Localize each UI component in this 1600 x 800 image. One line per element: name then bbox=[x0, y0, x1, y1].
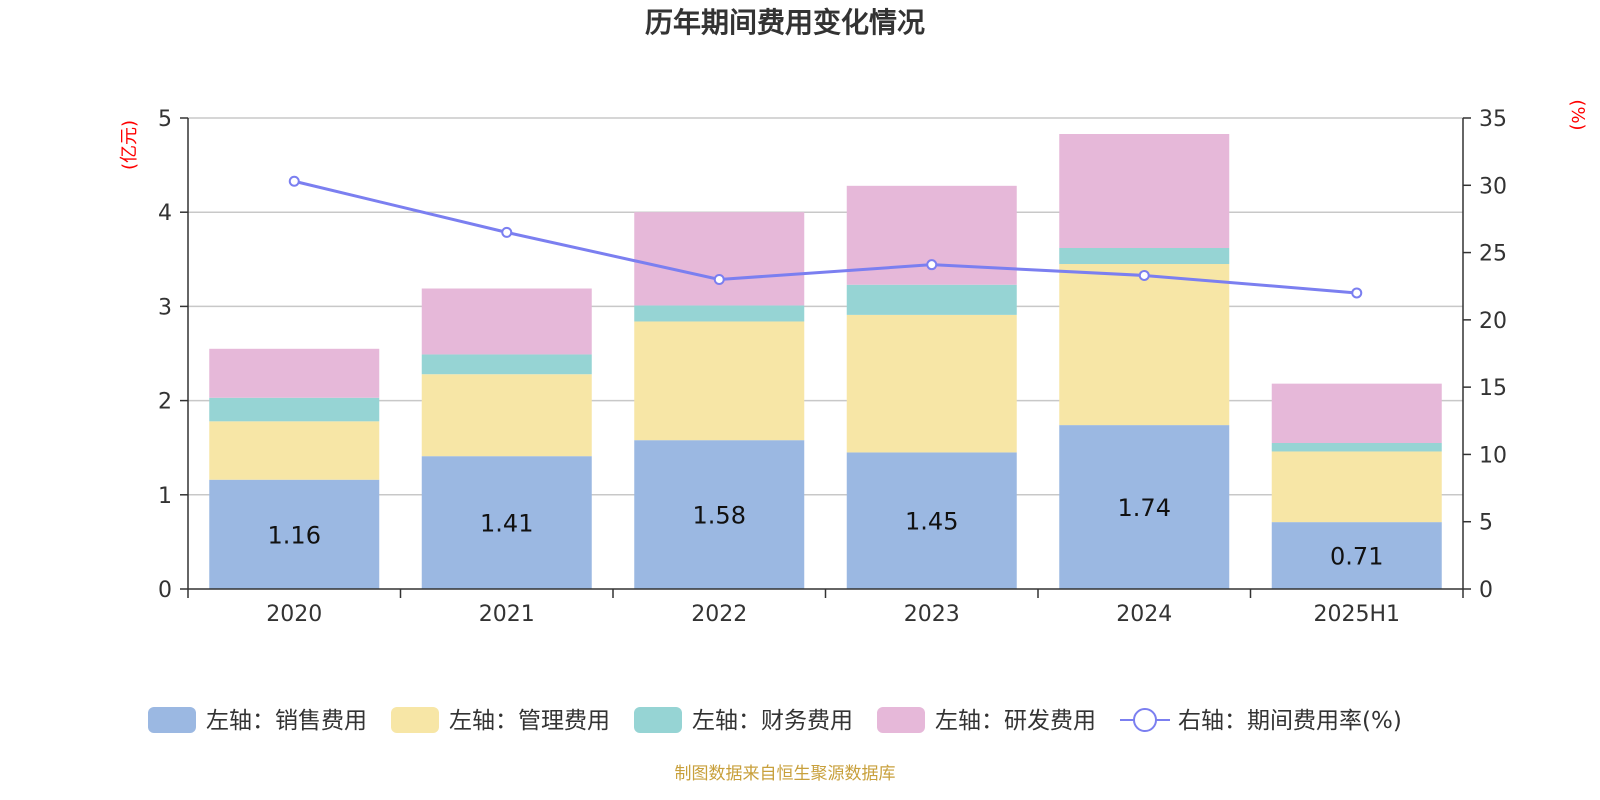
bar-sales bbox=[209, 479, 380, 589]
chart-title: 历年期间费用变化情况 bbox=[645, 6, 925, 39]
bar-sales bbox=[846, 452, 1017, 589]
bar-value-label: 1.74 bbox=[1118, 494, 1171, 522]
legend-label: 左轴：销售费用 bbox=[206, 708, 367, 734]
right-axis-unit: (%) bbox=[1567, 99, 1588, 130]
source-note: 制图数据来自恒生聚源数据库 bbox=[675, 764, 896, 784]
x-tick-label: 2023 bbox=[904, 602, 960, 627]
bar-stacks bbox=[209, 134, 1442, 589]
left-tick-label: 4 bbox=[158, 201, 172, 226]
bar-sales bbox=[634, 440, 805, 589]
legend-label: 左轴：管理费用 bbox=[449, 708, 610, 734]
rate-point bbox=[288, 175, 300, 187]
bar-finance bbox=[846, 284, 1017, 315]
bar-admin bbox=[209, 421, 380, 480]
left-axis-unit: (亿元) bbox=[119, 120, 140, 170]
legend: 左轴：销售费用 左轴：管理费用 左轴：财务费用 左轴：研发费用 右轴：期间费用率(%) bbox=[148, 707, 1402, 734]
legend-label: 左轴：财务费用 bbox=[692, 708, 853, 734]
bar-sales bbox=[421, 456, 592, 589]
bar-admin bbox=[1059, 264, 1230, 426]
bar-value-label: 0.71 bbox=[1330, 543, 1383, 571]
left-tick-label: 1 bbox=[158, 484, 172, 509]
legend-label: 右轴：期间费用率(%) bbox=[1178, 708, 1402, 734]
bar-rd bbox=[1059, 134, 1230, 248]
bar-rd bbox=[209, 348, 380, 398]
right-tick-label: 15 bbox=[1479, 376, 1507, 401]
rate-point bbox=[926, 259, 938, 271]
bar-finance bbox=[1059, 247, 1230, 265]
rate-line-path bbox=[293, 179, 1357, 295]
x-tick-label: 2020 bbox=[266, 602, 322, 627]
bar-admin bbox=[1271, 451, 1442, 523]
right-tick-label: 5 bbox=[1479, 511, 1493, 536]
rate-point bbox=[1138, 269, 1150, 281]
right-tick-label: 25 bbox=[1479, 242, 1507, 267]
right-tick-label: 35 bbox=[1479, 107, 1507, 132]
left-tick-label: 5 bbox=[158, 107, 172, 132]
right-tick-label: 20 bbox=[1479, 309, 1507, 334]
legend-label: 左轴：研发费用 bbox=[935, 708, 1096, 734]
left-tick-label: 3 bbox=[158, 295, 172, 320]
bar-value-label: 1.16 bbox=[268, 521, 321, 549]
bar-value-label: 1.45 bbox=[905, 508, 958, 536]
right-tick-label: 0 bbox=[1479, 578, 1493, 603]
right-tick-label: 30 bbox=[1479, 174, 1507, 199]
x-tick-label: 2024 bbox=[1116, 602, 1172, 627]
bar-finance bbox=[209, 397, 380, 422]
bar-rd bbox=[421, 288, 592, 355]
right-tick-label: 10 bbox=[1479, 443, 1507, 468]
left-tick-label: 2 bbox=[158, 390, 172, 415]
bar-value-label: 1.41 bbox=[480, 510, 533, 538]
x-tick-label: 2025H1 bbox=[1313, 602, 1400, 627]
x-tick-label: 2022 bbox=[691, 602, 747, 627]
bar-admin bbox=[634, 321, 805, 441]
rate-point bbox=[1351, 287, 1363, 299]
bar-value-labels: 1.16 1.41 1.58 1.45 1.74 0.71 bbox=[268, 494, 1384, 571]
axes: 0 1 2 3 4 5 0 5 10 15 20 25 30 35 2020 2021 2022 2023 2024… bbox=[158, 107, 1507, 627]
rate-line bbox=[288, 175, 1363, 299]
bar-rd bbox=[634, 212, 805, 306]
bar-sales bbox=[1271, 522, 1442, 589]
bar-admin bbox=[421, 374, 592, 457]
legend-swatch-rate-marker bbox=[1133, 708, 1157, 732]
bar-rd bbox=[1271, 383, 1442, 443]
legend-swatch-sales bbox=[148, 707, 196, 733]
legend-swatch-finance bbox=[634, 707, 682, 733]
left-tick-label: 0 bbox=[158, 578, 172, 603]
bar-sales bbox=[1059, 425, 1230, 589]
x-tick-label: 2021 bbox=[479, 602, 535, 627]
bar-admin bbox=[846, 314, 1017, 453]
bar-finance bbox=[1271, 442, 1442, 452]
rate-point bbox=[501, 226, 513, 238]
grid-lines bbox=[188, 117, 1463, 496]
bar-value-label: 1.58 bbox=[693, 502, 746, 530]
rate-point bbox=[713, 273, 725, 285]
bar-finance bbox=[634, 305, 805, 322]
legend-swatch-admin bbox=[391, 707, 439, 733]
legend-swatch-rd bbox=[877, 707, 925, 733]
bar-finance bbox=[421, 354, 592, 375]
